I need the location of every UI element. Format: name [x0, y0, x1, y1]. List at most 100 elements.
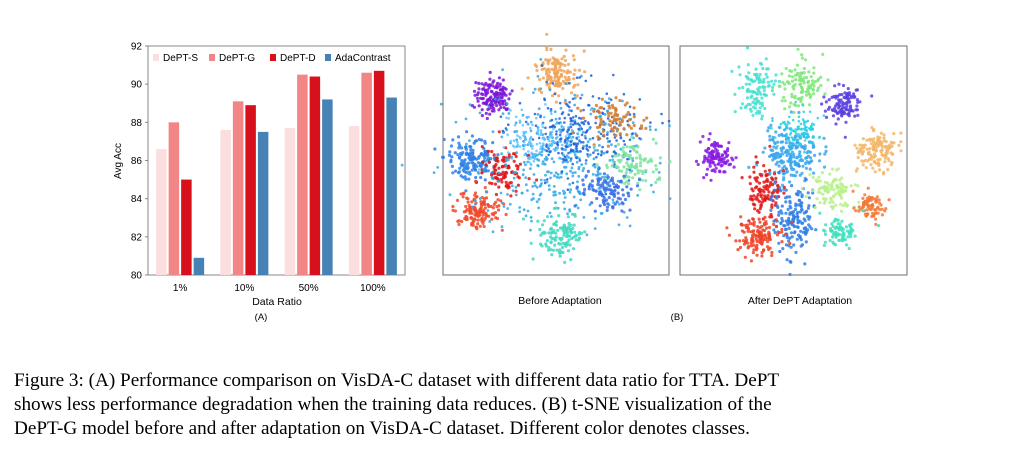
tsne-point: [616, 191, 620, 195]
tsne-point: [622, 127, 626, 131]
tsne-point: [582, 216, 586, 219]
tsne-point: [537, 107, 541, 111]
tsne-point: [787, 239, 791, 243]
tsne-point: [639, 124, 644, 128]
tsne-point: [853, 114, 857, 118]
tsne-point: [496, 179, 500, 183]
tsne-point: [654, 167, 659, 172]
tsne-point: [566, 132, 570, 136]
tsne-point: [785, 169, 790, 174]
tsne-point: [522, 134, 526, 137]
tsne-point: [764, 222, 768, 226]
legend-swatch: [209, 54, 215, 61]
tsne-point: [539, 129, 543, 132]
tsne-point: [559, 74, 564, 78]
tsne-point: [628, 118, 632, 122]
tsne-point: [472, 89, 477, 93]
tsne-point: [540, 231, 544, 235]
tsne-point: [567, 156, 570, 159]
tsne-point: [839, 109, 843, 113]
tsne-point: [464, 189, 468, 193]
tsne-point: [844, 225, 849, 229]
tsne-point: [618, 202, 621, 206]
tsne-point: [761, 66, 765, 71]
legend-swatch: [153, 54, 159, 61]
tsne-point: [600, 212, 604, 215]
tsne-point: [582, 166, 586, 170]
tsne-point: [835, 168, 839, 172]
tsne-point: [769, 208, 773, 212]
tsne-point: [694, 159, 699, 163]
tsne-point: [777, 133, 781, 137]
tsne-point: [495, 86, 499, 90]
tsne-point: [559, 106, 563, 110]
tsne-point: [504, 163, 507, 167]
tsne-point: [794, 133, 798, 136]
tsne-point: [522, 168, 525, 172]
tsne-point: [784, 167, 789, 171]
tsne-point: [467, 172, 471, 176]
tsne-point: [631, 176, 635, 180]
tsne-point: [549, 248, 553, 252]
tsne-point: [777, 79, 782, 84]
tsne-point: [572, 58, 576, 62]
tsne-point: [784, 188, 788, 192]
tsne-point: [652, 190, 655, 194]
tsne-point: [625, 216, 629, 219]
tsne-point: [855, 167, 859, 171]
tsne-point: [553, 83, 557, 87]
tsne-point: [644, 179, 648, 183]
tsne-point: [757, 217, 761, 221]
tsne-point: [579, 109, 583, 113]
tsne-point: [758, 230, 762, 234]
tsne-point: [795, 237, 799, 241]
tsne-point: [795, 170, 799, 174]
tsne-point: [549, 176, 552, 180]
tsne-point: [638, 153, 642, 157]
tsne-point: [778, 249, 782, 254]
tsne-point: [543, 98, 547, 102]
tsne-point: [842, 234, 846, 238]
tsne-point: [770, 79, 774, 83]
tsne-point: [581, 183, 586, 187]
tsne-point: [744, 82, 748, 86]
tsne-point: [450, 164, 454, 168]
tsne-point: [748, 82, 752, 86]
tsne-point: [651, 137, 656, 141]
tsne-point: [501, 129, 505, 133]
tsne-point: [558, 61, 562, 65]
tsne-point: [799, 204, 803, 208]
tsne-point: [861, 163, 865, 167]
tsne-point: [878, 208, 882, 212]
tsne-point: [546, 62, 550, 66]
tsne-point: [530, 219, 533, 223]
tsne-point: [857, 200, 861, 204]
tsne-point: [751, 236, 755, 240]
tsne-point: [640, 178, 644, 182]
tsne-point: [782, 95, 786, 99]
tsne-point: [612, 194, 617, 198]
tsne-point: [563, 155, 567, 159]
tsne-point: [810, 227, 814, 231]
tsne-point: [564, 140, 567, 143]
tsne-point: [495, 92, 499, 97]
tsne-point: [566, 249, 571, 253]
tsne-point: [622, 174, 626, 178]
tsne-point: [628, 170, 633, 174]
tsne-point: [710, 142, 714, 147]
tsne-point: [812, 84, 816, 88]
tsne-point: [804, 240, 808, 244]
tsne-point: [449, 144, 454, 148]
tsne-point: [609, 98, 613, 102]
tsne-point: [481, 210, 485, 214]
tsne-point: [781, 169, 786, 173]
tsne-point: [614, 152, 618, 155]
tsne-point: [566, 177, 570, 180]
tsne-point: [576, 142, 580, 145]
tsne-point: [592, 109, 596, 113]
tsne-point: [619, 169, 624, 173]
tsne-point: [811, 175, 815, 179]
tsne-point: [479, 152, 483, 156]
tsne-point: [822, 201, 827, 205]
